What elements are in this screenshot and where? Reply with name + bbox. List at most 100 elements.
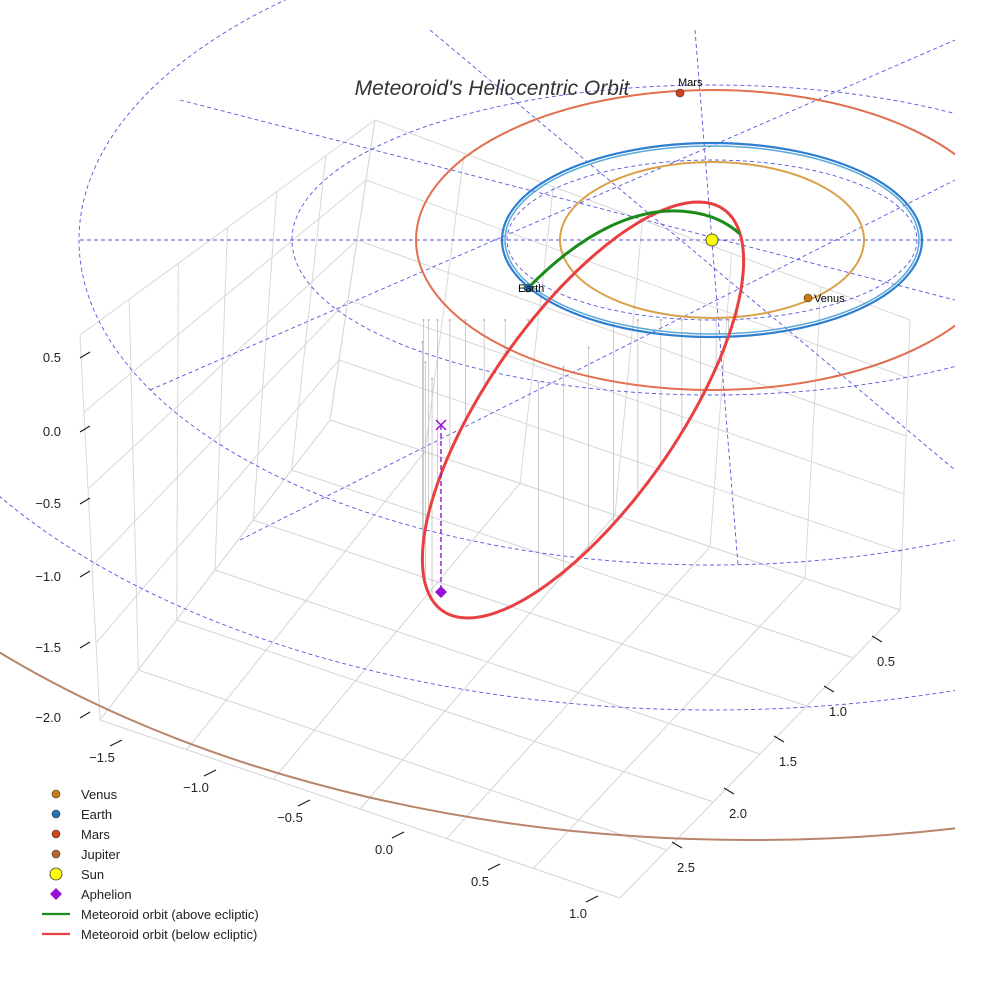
mars-label: Mars — [678, 77, 703, 89]
left-wall-grid-line — [99, 419, 331, 721]
z-tick-label: 0.0 — [43, 424, 61, 439]
back-wall-grid-line — [338, 359, 903, 553]
x-tick-label: −0.5 — [277, 810, 303, 825]
y-tick-label: 1.0 — [829, 704, 847, 719]
legend-dot — [51, 849, 61, 859]
drop-line-top — [504, 319, 507, 321]
left-wall-grid-line — [128, 299, 139, 671]
x-axis-tick — [585, 895, 599, 903]
x-tick-label: 0.5 — [471, 874, 489, 889]
drop-line-top — [680, 319, 683, 321]
earth-orbit — [500, 141, 924, 339]
x-axis-tick — [487, 863, 501, 871]
ecliptic-reference-grid — [0, 0, 955, 711]
ecliptic-spoke — [149, 39, 955, 391]
z-tick-label: 0.5 — [43, 350, 61, 365]
legend-item: Meteoroid orbit (above ecliptic) — [42, 907, 259, 922]
floor-grid-line — [253, 519, 807, 707]
drop-line-top — [431, 377, 434, 380]
y-tick-label: 2.5 — [677, 860, 695, 875]
back-wall-grid-line — [329, 119, 376, 421]
jupiter-orbit — [0, 651, 955, 841]
y-axis-tick — [723, 787, 735, 795]
legend-label: Mars — [81, 827, 110, 842]
ecliptic-spoke — [429, 29, 955, 471]
legend-item: Earth — [51, 807, 112, 822]
x-axis-tick — [203, 769, 217, 777]
venus-orbit — [559, 161, 865, 319]
left-wall-grid-line — [291, 155, 327, 471]
x-axis-tick — [391, 831, 405, 839]
legend-label: Meteoroid orbit (above ecliptic) — [81, 907, 259, 922]
z-tick-label: −0.5 — [35, 496, 61, 511]
y-axis-tick — [823, 685, 835, 693]
legend-item: Aphelion — [50, 887, 132, 902]
floor-grid-line — [532, 577, 806, 869]
z-axis-tick — [79, 425, 91, 433]
drop-line-top — [421, 340, 424, 343]
mars-orbit — [415, 89, 955, 391]
meteoroid-orbit-above — [526, 209, 742, 290]
x-tick-label: 1.0 — [569, 906, 587, 921]
x-axis-tick — [297, 799, 311, 807]
legend-item: Venus — [51, 787, 118, 802]
venus-marker — [803, 293, 813, 303]
sun-marker — [705, 233, 719, 247]
legend-item: Meteoroid orbit (below ecliptic) — [42, 927, 257, 942]
legend-label: Aphelion — [81, 887, 132, 902]
drop-line-top — [537, 381, 540, 384]
left-wall-grid-line — [79, 119, 376, 336]
floor-grid-line — [214, 569, 761, 755]
back-wall-grid-line — [519, 186, 554, 484]
legend-dot — [51, 829, 61, 839]
back-wall-grid-line — [356, 239, 907, 437]
back-wall-grid-line — [709, 253, 733, 547]
drop-line-top — [424, 361, 427, 364]
drop-line-top — [436, 319, 439, 321]
z-axis-tick — [79, 351, 91, 359]
legend-dot — [51, 809, 61, 819]
back-wall-grid-line — [614, 219, 643, 516]
legend-item: Sun — [49, 867, 104, 882]
orbit-drop-lines — [421, 306, 739, 600]
meteoroid-orbit — [420, 200, 746, 620]
y-tick-label: 2.0 — [729, 806, 747, 821]
z-tick-label: −2.0 — [35, 710, 61, 725]
back-wall-grid-line — [329, 419, 901, 611]
mars-marker — [675, 88, 685, 98]
left-wall-grid-line — [87, 239, 358, 490]
y-axis-tick — [671, 841, 683, 849]
legend-label: Venus — [81, 787, 118, 802]
back-wall-grid-line — [804, 286, 822, 579]
legend-label: Earth — [81, 807, 112, 822]
drop-line-top — [727, 319, 730, 321]
y-axis-tick — [871, 635, 883, 643]
earth-orbit-inner — [504, 145, 920, 335]
legend-dot — [51, 789, 61, 799]
legend-sun-marker — [49, 867, 63, 881]
drop-line-top — [562, 365, 565, 368]
left-wall-grid-line — [83, 179, 367, 413]
drop-line-top — [464, 319, 467, 321]
back-wall-grid-line — [347, 299, 905, 495]
drop-line-top — [659, 319, 662, 321]
left-wall-grid-line — [79, 334, 101, 721]
legend-label: Jupiter — [81, 847, 121, 862]
legend: Venus Earth Mars Jupiter Sun Aphelion Meteoroi… — [42, 787, 259, 942]
drop-line-top — [427, 319, 430, 321]
axes-ticks: 0.5 0.0 −0.5 −1.0 −1.5 −2.0 −1.5 −1.0 −0.5 0.0 0.5… — [35, 350, 895, 921]
x-tick-label: −1.0 — [183, 780, 209, 795]
drop-line-top — [527, 319, 530, 321]
y-tick-label: 0.5 — [877, 654, 895, 669]
drop-line-top — [736, 319, 739, 321]
z-axis-tick — [79, 497, 91, 505]
legend-item: Mars — [51, 827, 110, 842]
back-wall-grid-line — [424, 153, 465, 452]
left-wall-grid-line — [91, 299, 349, 567]
drop-line-top — [483, 319, 486, 321]
legend-item: Jupiter — [51, 847, 121, 862]
ecliptic-spoke — [239, 179, 955, 541]
aphelion-marker — [435, 586, 447, 598]
axes-grid — [79, 119, 911, 899]
z-axis-tick — [79, 711, 91, 719]
